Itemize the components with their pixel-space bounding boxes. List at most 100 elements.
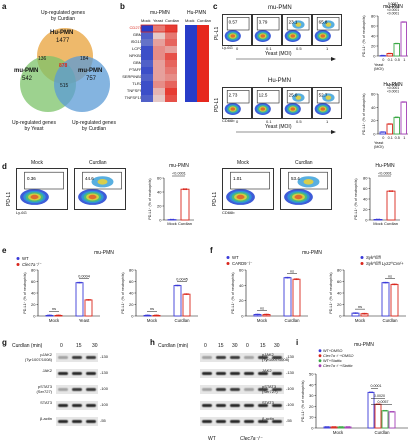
c-hu-moi-label: 0.5 xyxy=(296,119,302,124)
heatmap-hu-title: Hu-PMN xyxy=(187,10,207,16)
heatmap-col-mu-0: Mock xyxy=(141,18,151,23)
data-point xyxy=(334,426,337,428)
venn-mu-right-count: 757 xyxy=(86,76,97,82)
y-tick-label: 60 xyxy=(239,268,244,273)
data-point xyxy=(184,188,186,191)
chart-title: Hu-PMN xyxy=(375,163,395,169)
data-point xyxy=(375,218,378,221)
c-hu-moi-label: 0 xyxy=(236,119,239,124)
panel-label-f: f xyxy=(210,246,213,255)
data-point xyxy=(395,42,398,45)
data-point xyxy=(327,426,330,428)
legend-label: CARD9⁻/⁻ xyxy=(232,261,252,266)
data-point xyxy=(258,313,260,316)
data-point xyxy=(395,283,397,286)
p-value: <0.0001 xyxy=(378,172,392,176)
g-time-2: 30 xyxy=(92,343,98,349)
data-point xyxy=(294,278,296,281)
legend-label: WT+Stattic xyxy=(323,359,342,363)
data-point xyxy=(348,426,351,428)
legend-marker xyxy=(318,364,322,368)
data-point xyxy=(169,218,172,221)
venn-bottom-left-title: Up-regulated genes by Yeast xyxy=(12,120,56,132)
venn-bottom-right-title: Up-regulated genes by Curdlan xyxy=(72,120,116,132)
venn-mu-left-label: mu-PMN xyxy=(14,68,39,74)
data-point xyxy=(145,314,147,317)
flow-gate xyxy=(316,17,340,31)
c-hu-title: Hu-PMN xyxy=(268,78,292,84)
data-point xyxy=(391,190,394,193)
y-tick-label: 40 xyxy=(363,197,368,202)
heatmap-cell xyxy=(197,95,209,102)
data-point xyxy=(377,218,379,221)
flow-density xyxy=(230,34,236,38)
h-protein-label: STAT3 xyxy=(262,400,274,405)
h-time-label: 15 xyxy=(218,343,224,349)
p-value: <0.0001 xyxy=(172,172,186,176)
data-point xyxy=(388,52,391,55)
y-tick-label: 20 xyxy=(239,298,244,303)
heatmap-cell xyxy=(153,39,165,46)
y-tick-label: 40 xyxy=(371,34,376,39)
data-point xyxy=(356,312,358,315)
data-point xyxy=(389,411,392,413)
p-value: ns xyxy=(388,274,392,278)
category-label: Mock xyxy=(333,430,344,435)
heatmap-cell xyxy=(185,67,197,74)
flow-density xyxy=(294,194,303,200)
heatmap-cell xyxy=(141,60,153,67)
flow-density xyxy=(30,194,39,200)
data-point xyxy=(394,116,397,119)
heatmap-cell xyxy=(165,88,177,95)
h-time-label: 30 xyxy=(274,343,280,349)
blot-band xyxy=(216,372,226,375)
data-point xyxy=(57,314,60,317)
data-point xyxy=(175,284,177,287)
blot-band xyxy=(72,356,82,359)
data-point xyxy=(326,426,328,428)
panel-label-b: b xyxy=(120,2,125,11)
blot-band xyxy=(244,356,254,359)
venn-ov-hu-right: 184 xyxy=(80,56,89,62)
heatmap-cell xyxy=(197,88,209,95)
y-tick-label: 60 xyxy=(363,186,368,191)
bar xyxy=(381,282,390,317)
data-point xyxy=(295,278,298,281)
blot-band xyxy=(72,420,82,423)
blot-band xyxy=(58,356,68,359)
data-point xyxy=(393,283,396,286)
heatmap-cell xyxy=(185,88,197,95)
blot-mw-marker: -100 xyxy=(286,386,295,391)
data-point xyxy=(385,409,388,412)
c-mu-flow-plot: 23.1 xyxy=(282,14,312,46)
y-axis-label: PD-L1⁺ (% of neutrophils) xyxy=(23,272,27,313)
data-point xyxy=(338,426,341,428)
data-point xyxy=(387,123,390,125)
data-point xyxy=(402,21,405,23)
flow-gate-percent: 0.57 xyxy=(229,19,238,24)
category-label: Yeast xyxy=(79,318,90,323)
heatmap-gene-label: GBM xyxy=(132,60,142,65)
heatmap-cell xyxy=(153,95,165,102)
y-tick-label: 60 xyxy=(371,92,376,97)
y-tick-label: 60 xyxy=(371,24,376,29)
flow-gate xyxy=(230,171,270,190)
category-label: Mock xyxy=(147,318,158,323)
data-point xyxy=(345,426,348,428)
blot-band xyxy=(244,372,254,375)
data-point xyxy=(256,313,259,316)
flow-density xyxy=(325,22,332,27)
category-label: Mock xyxy=(257,318,268,323)
venn-hu-label: Hu-PMN xyxy=(50,30,74,36)
blot-band xyxy=(216,356,226,359)
data-point xyxy=(324,426,327,428)
d-hu-flow-plot: 1.01 xyxy=(222,168,274,210)
data-point xyxy=(347,426,349,428)
heatmap-cell xyxy=(185,74,197,81)
d-hu-flow-plot: 53.4 xyxy=(280,168,332,210)
blot-band xyxy=(272,372,282,375)
heatmap-cell xyxy=(197,39,209,46)
y-tick-label: 40 xyxy=(31,291,36,296)
y-tick-label: 20 xyxy=(363,207,368,212)
